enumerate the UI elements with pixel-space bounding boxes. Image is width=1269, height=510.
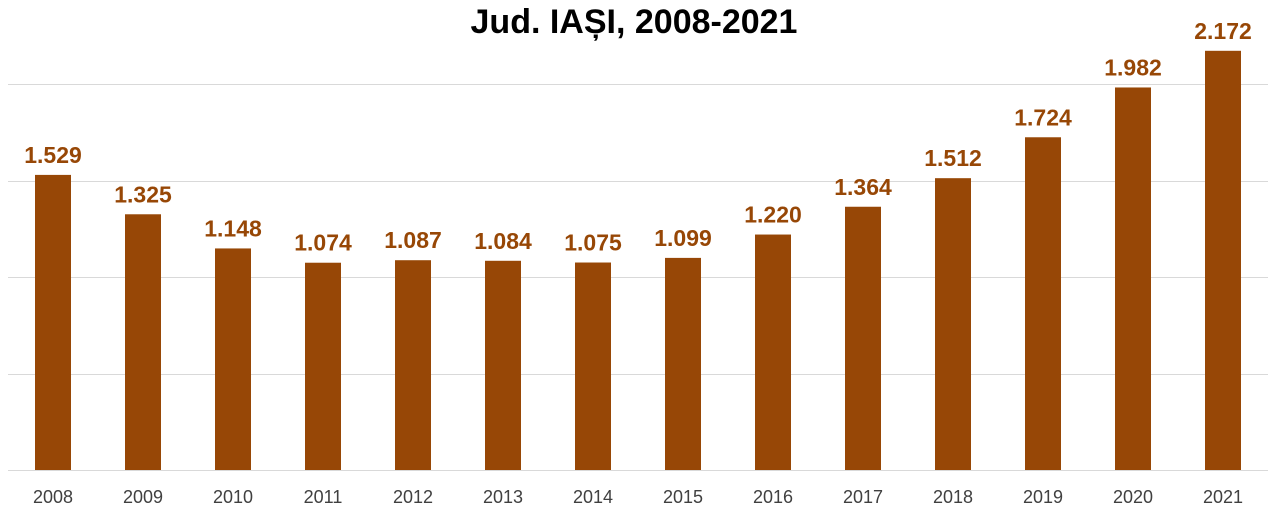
chart-title: Jud. IAȘI, 2008-2021 (471, 3, 798, 41)
bar-2019 (1025, 137, 1061, 470)
x-tick-label-2010: 2010 (213, 487, 253, 507)
bar-2017 (845, 206, 881, 470)
data-label-2011: 1.074 (294, 230, 352, 256)
bar-2012 (395, 260, 431, 470)
data-label-2016: 1.220 (744, 202, 802, 228)
data-label-2014: 1.075 (564, 230, 622, 256)
x-tick-label-2016: 2016 (753, 487, 793, 507)
x-tick-label-2014: 2014 (573, 487, 613, 507)
bar-2015 (665, 257, 701, 470)
x-tick-label-2021: 2021 (1203, 487, 1243, 507)
x-tick-label-2009: 2009 (123, 487, 163, 507)
x-tick-label-2020: 2020 (1113, 487, 1153, 507)
data-label-2018: 1.512 (924, 145, 982, 171)
bar-2011 (305, 262, 341, 470)
data-label-2020: 1.982 (1104, 54, 1162, 80)
bar-2018 (935, 178, 971, 470)
x-tick-label-2019: 2019 (1023, 487, 1063, 507)
bar-2020 (1115, 87, 1151, 470)
bar-2013 (485, 260, 521, 470)
bar-2021 (1205, 50, 1241, 471)
x-tick-label-2008: 2008 (33, 487, 73, 507)
x-tick-label-2018: 2018 (933, 487, 973, 507)
bars (35, 50, 1241, 471)
bar-2014 (575, 262, 611, 470)
data-label-2010: 1.148 (204, 215, 262, 241)
data-label-2013: 1.084 (474, 228, 532, 254)
data-label-2015: 1.099 (654, 225, 712, 251)
bar-2009 (125, 214, 161, 470)
x-tick-label-2017: 2017 (843, 487, 883, 507)
data-label-2017: 1.364 (834, 174, 892, 200)
x-tick-label-2015: 2015 (663, 487, 703, 507)
data-label-2012: 1.087 (384, 227, 442, 253)
data-label-2019: 1.724 (1014, 104, 1072, 130)
data-label-2021: 2.172 (1194, 18, 1252, 44)
gridlines (8, 84, 1268, 471)
bar-2016 (755, 234, 791, 470)
bar-2010 (215, 248, 251, 470)
data-label-2009: 1.325 (114, 181, 172, 207)
x-tick-label-2011: 2011 (304, 487, 343, 507)
x-tick-label-2013: 2013 (483, 487, 523, 507)
data-label-2008: 1.529 (24, 142, 82, 168)
x-tick-label-2012: 2012 (393, 487, 433, 507)
x-axis-tick-labels: 2008 2009 2010 2011 2012 2013 2014 2015 2016 2017… (33, 487, 1243, 507)
bar-2008 (35, 174, 71, 470)
data-labels: 1.529 1.325 1.148 1.074 1.087 1.084 1.075 1.099… (24, 18, 1252, 256)
